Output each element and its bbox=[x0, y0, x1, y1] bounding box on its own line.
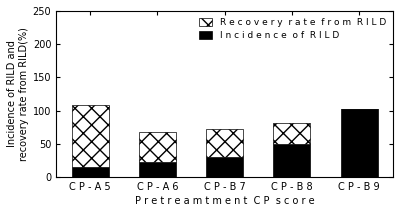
Bar bbox=[274, 122, 310, 144]
X-axis label: P r e t r e a m t m e n t  C P  s c o r e: P r e t r e a m t m e n t C P s c o r e bbox=[135, 196, 314, 206]
Bar bbox=[206, 157, 243, 177]
Bar bbox=[206, 128, 243, 157]
Bar bbox=[139, 132, 176, 162]
Y-axis label: Incidence of RILD and
recovery rate from RILD(%): Incidence of RILD and recovery rate from… bbox=[7, 27, 28, 161]
Bar bbox=[274, 144, 310, 177]
Bar bbox=[72, 105, 108, 167]
Bar bbox=[139, 162, 176, 177]
Legend: R e c o v e r y  r a t e  f r o m  R I L D, I n c i d e n c e  o f  R I L D: R e c o v e r y r a t e f r o m R I L D,… bbox=[196, 16, 388, 43]
Bar bbox=[72, 167, 108, 177]
Bar bbox=[341, 109, 378, 177]
